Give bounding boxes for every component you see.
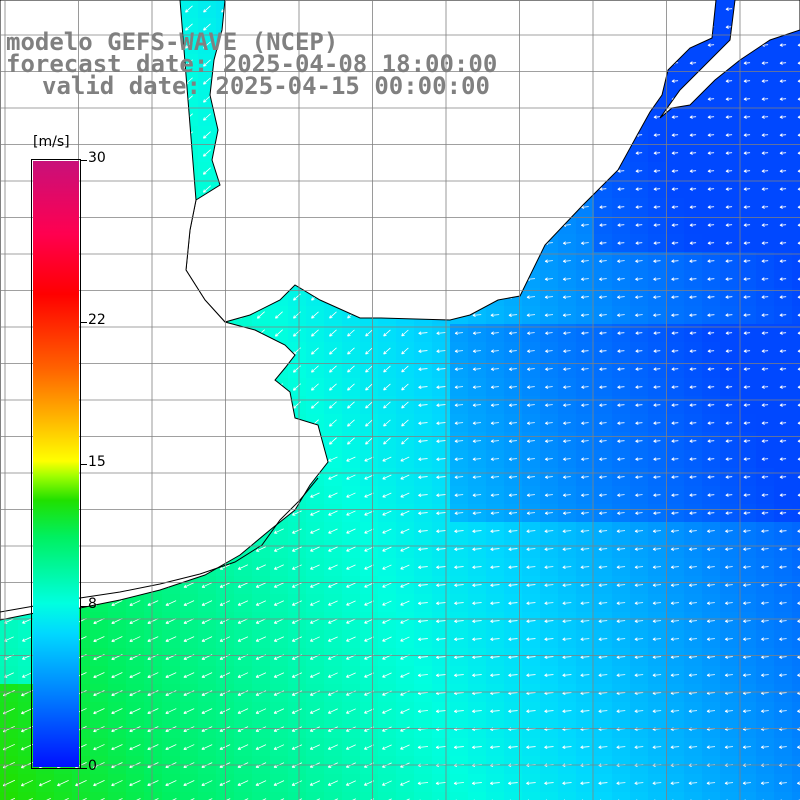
coastline-north	[180, 0, 717, 323]
land-mass	[0, 0, 800, 621]
forecast-date: forecast date: 2025-04-08 18:00:00	[6, 50, 498, 78]
valid-date: valid date: 2025-04-15 00:00:00	[42, 72, 490, 100]
colorbar-tick-label: 15	[88, 454, 106, 470]
colorbar-tick-label: 0	[88, 758, 97, 774]
colorbar-tick-label: 30	[88, 150, 106, 166]
colorbar-tick-mark	[81, 768, 87, 769]
colorbar	[31, 159, 81, 769]
coastline-northeast	[659, 0, 800, 119]
colorbar-tick-label: 8	[88, 595, 97, 612]
coastline-west	[0, 0, 329, 621]
colorbar-tick-mark	[81, 605, 87, 607]
colorbar-tick-label: 22	[88, 312, 106, 329]
colorbar-tick-mark	[81, 160, 87, 161]
model-title: modelo GEFS-WAVE (NCEP)	[6, 28, 339, 56]
colorbar-gradient	[33, 161, 79, 767]
colorbar-tick-mark	[81, 464, 87, 465]
colorbar-unit: [m/s]	[33, 134, 70, 150]
colorbar-tick-mark	[81, 322, 87, 324]
